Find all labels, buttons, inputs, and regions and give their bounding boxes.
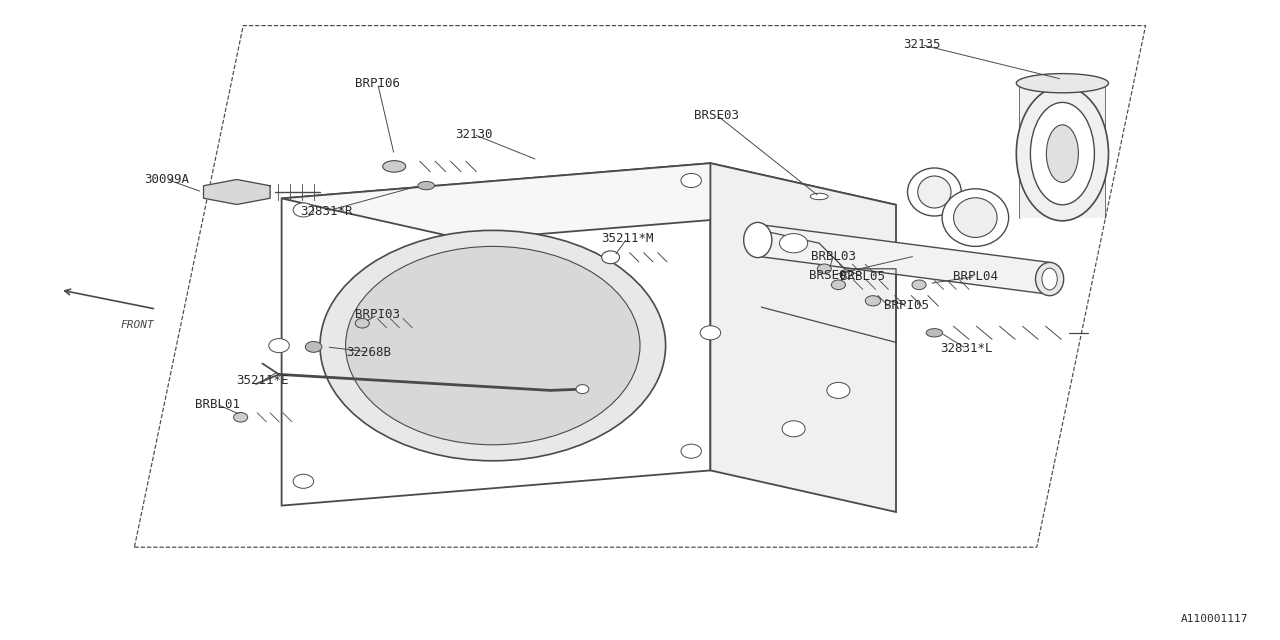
Ellipse shape — [1016, 74, 1108, 93]
Ellipse shape — [780, 234, 808, 253]
Text: A110001117: A110001117 — [1180, 614, 1248, 624]
Polygon shape — [282, 163, 710, 506]
Text: 32268B: 32268B — [346, 346, 392, 358]
Ellipse shape — [417, 182, 435, 189]
Ellipse shape — [865, 296, 881, 306]
Ellipse shape — [681, 173, 701, 188]
Ellipse shape — [355, 318, 369, 328]
Ellipse shape — [911, 280, 927, 289]
Polygon shape — [282, 163, 896, 240]
Ellipse shape — [954, 198, 997, 237]
Text: BRPI05: BRPI05 — [883, 299, 929, 312]
Ellipse shape — [233, 413, 248, 422]
Text: BRPI03: BRPI03 — [355, 308, 401, 321]
Text: BRSE02: BRSE02 — [809, 269, 855, 282]
Text: BRSE03: BRSE03 — [694, 109, 740, 122]
Ellipse shape — [269, 339, 289, 353]
Polygon shape — [1020, 83, 1105, 218]
Text: 32130: 32130 — [454, 128, 493, 141]
Text: BRBL01: BRBL01 — [195, 398, 241, 411]
Polygon shape — [755, 224, 1050, 294]
Ellipse shape — [927, 329, 943, 337]
Text: BRBL03: BRBL03 — [810, 250, 856, 262]
Text: 32135: 32135 — [902, 38, 941, 51]
Ellipse shape — [346, 246, 640, 445]
Ellipse shape — [383, 161, 406, 172]
Text: FRONT: FRONT — [120, 320, 154, 330]
Ellipse shape — [1036, 262, 1064, 296]
Ellipse shape — [942, 189, 1009, 246]
Text: BRBL05: BRBL05 — [840, 270, 886, 283]
Ellipse shape — [681, 444, 701, 458]
Ellipse shape — [602, 251, 620, 264]
Ellipse shape — [832, 280, 846, 289]
Ellipse shape — [744, 222, 772, 257]
Text: 32831*L: 32831*L — [940, 342, 993, 355]
Text: BRPI06: BRPI06 — [355, 77, 401, 90]
Polygon shape — [204, 179, 270, 205]
Ellipse shape — [827, 382, 850, 398]
Text: 35211*E: 35211*E — [236, 374, 289, 387]
Ellipse shape — [918, 176, 951, 208]
Ellipse shape — [293, 474, 314, 488]
Ellipse shape — [320, 230, 666, 461]
Ellipse shape — [908, 168, 961, 216]
Text: 35211*M: 35211*M — [600, 232, 654, 244]
Ellipse shape — [1046, 125, 1078, 182]
Ellipse shape — [306, 342, 323, 352]
Ellipse shape — [1016, 86, 1108, 221]
Polygon shape — [710, 163, 896, 512]
Ellipse shape — [782, 421, 805, 436]
Ellipse shape — [576, 385, 589, 394]
Ellipse shape — [700, 326, 721, 340]
Ellipse shape — [810, 193, 828, 200]
Text: 32831*R: 32831*R — [300, 205, 353, 218]
Ellipse shape — [293, 203, 314, 217]
Text: BRPL04: BRPL04 — [952, 270, 998, 283]
Ellipse shape — [1042, 268, 1057, 290]
Ellipse shape — [818, 264, 832, 274]
Ellipse shape — [1030, 102, 1094, 205]
Text: 30099A: 30099A — [143, 173, 189, 186]
